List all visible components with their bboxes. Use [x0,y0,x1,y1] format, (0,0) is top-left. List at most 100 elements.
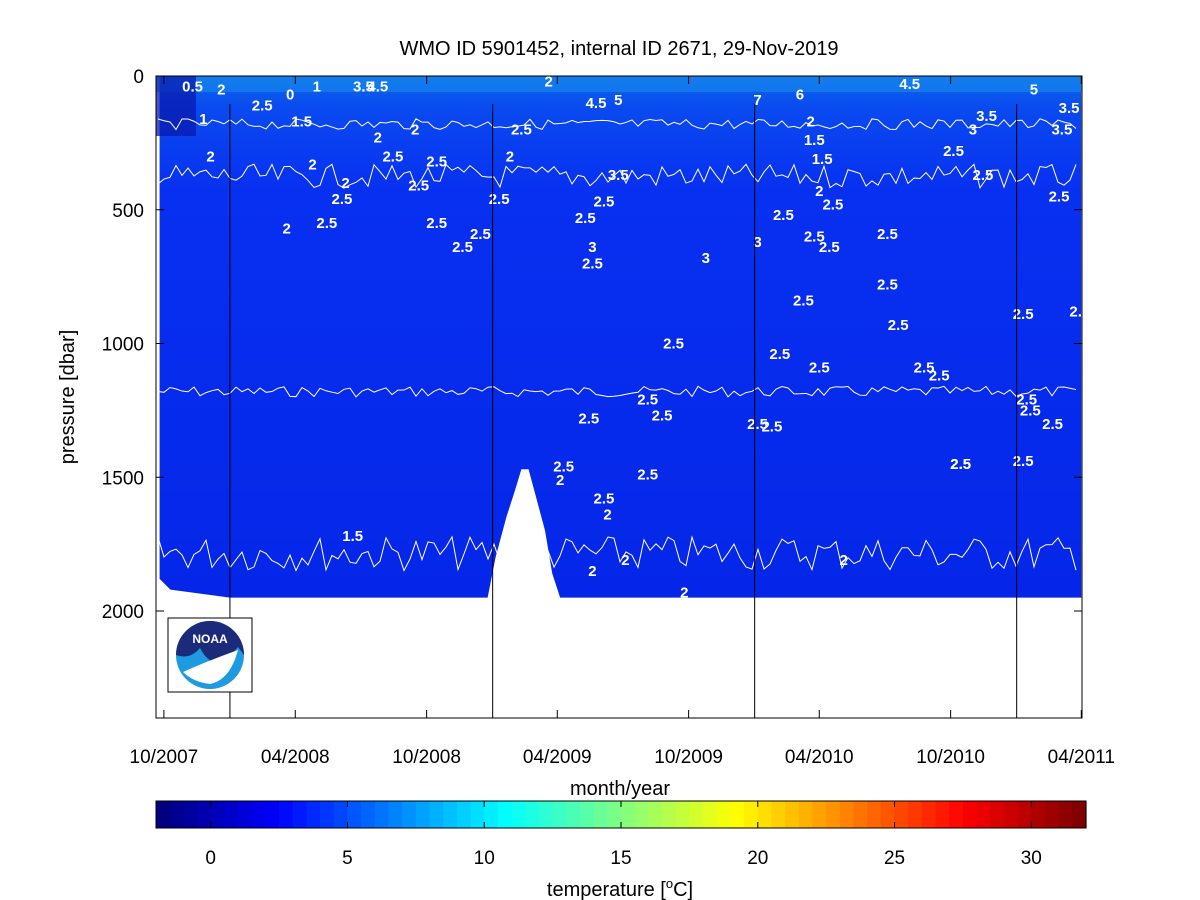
surface-cold-patch [156,76,196,136]
contour-label: 3.5 [353,79,374,96]
colorbar-segment [607,801,622,828]
contour-label: 2.5 [943,143,964,160]
colorbar-label-suffix: C] [673,879,693,900]
contour-lines [157,118,1077,572]
contour-label: 2.5 [426,154,447,171]
contour-label: 2.5 [950,456,971,473]
y-tick-label: 0 [133,67,144,88]
contour-line [157,385,1077,398]
colorbar-segment [333,801,349,828]
contour-label: 2 [556,472,564,489]
contour-label: 0 [286,87,294,104]
colorbar-tick-label: 15 [610,848,631,869]
contour-label: 2.5 [914,360,935,377]
colorbar-tick-label: 0 [205,848,216,869]
contour-label: 2 [588,563,596,580]
temperature-field [159,76,1082,598]
contour-label: 2.5 [663,336,684,353]
colorbar-segment [238,801,253,828]
colorbar-segment [921,801,937,828]
colorbar-segment [730,801,745,828]
contour-label: 1 [313,79,321,96]
contour-label: 2.5 [973,167,994,184]
contour-label: 5 [1030,81,1038,98]
contour-label: 2.5 [575,210,596,227]
contour-label: 3 [702,250,710,267]
contour-label: 2 [341,175,349,192]
colorbar-segment [621,801,636,828]
contour-label: 2.5 [593,194,614,211]
chart-title: WMO ID 5901452, internal ID 2671, 29-Nov… [399,38,838,60]
contour-label: 2 [206,148,214,165]
contour-label: 2.5 [252,97,273,114]
colorbar-segment [716,801,732,828]
colorbar-segment [662,801,677,828]
colorbar-segment [579,801,595,828]
colorbar-segment [388,801,403,828]
colorbar-segment [867,801,882,828]
colorbar-segment [456,801,472,828]
x-tick-label: 10/2009 [654,747,723,768]
contour-label: 2.5 [888,317,909,334]
colorbar-segment [744,801,759,828]
y-axis-label: pressure [dbar] [57,330,79,465]
surface-warm-band [156,76,1082,92]
contour-label: 1.5 [342,528,363,545]
contour-label: 2.5 [1020,402,1041,419]
colorbar-segment [1003,801,1019,828]
contour-label: 6 [796,87,804,104]
colorbar-segment [292,801,308,828]
y-axis: 0 500 1000 1500 2000 [102,67,1082,623]
colorbar-segment [785,801,800,828]
contour-label: 2.5 [1069,303,1090,320]
colorbar-segment [908,801,923,828]
contour-label: 3 [969,122,977,139]
colorbar-segment [320,801,335,828]
contour-label: 0.5 [182,79,203,96]
colorbar-tick-label: 5 [342,848,353,869]
colorbar-segment [265,801,280,828]
colorbar-segment [511,801,526,828]
colorbar-segment [210,801,225,828]
contour-label: 2.5 [769,346,790,363]
colorbar-segment [949,801,964,828]
contour-label: 4.5 [899,76,920,93]
contour-label: 2 [308,156,316,173]
colorbar-segment [826,801,841,828]
colorbar-segment [1072,801,1087,828]
x-tick-label: 04/2009 [523,747,592,768]
colorbar-axis: 0 5 10 15 20 25 30 [205,801,1042,869]
contour-label: 2 [680,584,688,601]
x-tick-label: 04/2010 [785,747,854,768]
colorbar-segment [962,801,978,828]
contour-label: 3 [753,234,761,251]
contour-label: 2.5 [489,191,510,208]
colorbar-segment [415,801,431,828]
noaa-logo-text: NOAA [192,632,228,646]
contour-label: 2 [544,73,552,90]
colorbar-segment [402,801,417,828]
colorbar-segment [648,801,663,828]
colorbar-segment [593,801,608,828]
contour-line [157,163,1077,190]
colorbar-segment [798,801,814,828]
colorbar-segment [306,801,321,828]
contour-label: 2 [282,220,290,237]
contour-label: 3.5 [1051,122,1072,139]
x-tick-label: 10/2010 [916,747,985,768]
x-axis: 10/2007 04/2008 10/2008 04/2009 10/2009 04/20… [130,76,1115,768]
contour-label: 1 [199,111,207,128]
colorbar-segment [1031,801,1046,828]
colorbar-segment [183,801,198,828]
contour-label: 2.5 [593,491,614,508]
colorbar-segment [484,801,499,828]
colorbar-tick-label: 10 [474,848,495,869]
contour-label: 2 [411,122,419,139]
contour-label: 2.5 [929,368,950,385]
contour-label: 2.5 [793,293,814,310]
colorbar-segment [771,801,786,828]
contour-label: 2 [806,113,814,130]
contour-label: 2 [621,552,629,569]
contour-label: 2.5 [1016,392,1037,409]
colorbar-segment [156,801,171,828]
